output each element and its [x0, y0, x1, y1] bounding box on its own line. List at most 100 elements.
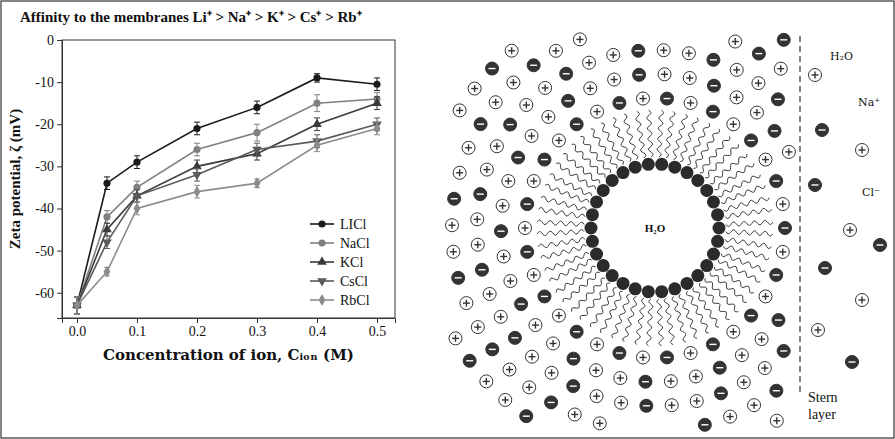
y-tick: -50	[35, 244, 62, 259]
error-bar	[74, 297, 80, 314]
ion-sign	[613, 76, 614, 83]
ion-sign	[455, 335, 456, 342]
ion-sign	[535, 322, 536, 329]
surfactant-tail	[657, 110, 663, 157]
error-bar	[74, 297, 80, 314]
error-cap	[134, 189, 140, 190]
stern-label: Sternlayer	[808, 390, 838, 422]
ion-sign	[849, 361, 856, 362]
point	[313, 74, 320, 81]
anion	[520, 410, 533, 423]
series	[72, 97, 382, 314]
x-tick-mark	[197, 318, 198, 323]
ion-sign	[590, 85, 591, 92]
anion	[515, 298, 528, 311]
ion-circle	[583, 56, 596, 69]
ion-circle	[714, 387, 727, 400]
head-group	[707, 195, 720, 208]
cation	[507, 76, 520, 89]
ion-sign	[544, 84, 545, 91]
surfactant-tail	[687, 123, 709, 165]
surfactant-tail	[563, 272, 600, 302]
point	[133, 159, 140, 166]
cation	[856, 144, 869, 157]
cation	[727, 118, 740, 131]
legend-marker	[318, 220, 325, 227]
anion	[698, 418, 711, 431]
ion-circle	[856, 144, 869, 157]
ion-sign	[688, 50, 689, 57]
y-tick-mark	[57, 166, 62, 167]
anion	[639, 375, 652, 388]
cation	[730, 63, 743, 76]
anion	[474, 118, 487, 131]
head-group	[668, 161, 681, 174]
head-group	[617, 277, 630, 290]
title: Affinity to the membranes Li⁺ > Na⁺ > K⁺…	[20, 9, 362, 25]
ion-circle	[752, 47, 765, 60]
y-tick-label: 0	[47, 33, 54, 48]
error-bar	[134, 156, 140, 169]
ion-sign	[636, 74, 643, 75]
cation	[770, 414, 783, 427]
error-cap	[254, 124, 260, 125]
error-cap	[74, 296, 80, 297]
ion-circle	[683, 71, 696, 84]
ion-circle	[474, 118, 487, 131]
cation	[471, 321, 484, 334]
head-group	[597, 259, 610, 272]
surfactant-tail	[726, 230, 773, 236]
ion-circle	[568, 408, 581, 421]
anion	[768, 124, 781, 137]
y-tick: -20	[35, 117, 62, 132]
ion-sign	[579, 36, 580, 43]
cation	[504, 275, 517, 288]
error-cap	[314, 82, 320, 83]
anion	[777, 344, 790, 357]
ion-sign	[599, 420, 600, 427]
cation	[568, 408, 581, 421]
surfactant-tail	[724, 246, 769, 260]
ion-circle	[573, 33, 586, 46]
ion-sign	[782, 248, 783, 255]
anion	[660, 92, 673, 105]
ion-sign	[663, 98, 670, 99]
ion-sign	[773, 180, 780, 181]
ion-sign	[531, 132, 532, 139]
error-bar	[314, 74, 320, 82]
ion-sign	[530, 65, 537, 66]
anion	[567, 352, 580, 365]
ion-circle	[507, 76, 520, 89]
anion	[512, 151, 525, 164]
legend-item: NaCl	[310, 236, 370, 251]
error-cap	[314, 111, 320, 112]
ion-sign	[741, 352, 742, 359]
ion-sign	[548, 113, 549, 120]
error-cap	[104, 210, 110, 211]
ion-sign	[620, 375, 621, 382]
series-line	[77, 124, 377, 305]
ion-sign	[775, 319, 782, 320]
ion-circle	[684, 347, 697, 360]
error-cap	[104, 189, 110, 190]
x-tick-mark	[317, 318, 318, 323]
error-cap	[104, 176, 110, 177]
point	[192, 172, 202, 180]
core-label: H₂O	[645, 222, 666, 234]
cation	[593, 417, 606, 430]
cation	[730, 91, 743, 104]
ion-sign	[505, 396, 506, 403]
ion-sign	[748, 315, 755, 316]
ion-sign	[670, 378, 671, 385]
ion-sign	[782, 201, 783, 208]
anion	[809, 179, 822, 192]
ion-sign	[696, 398, 697, 405]
anion	[474, 188, 487, 201]
cation	[759, 290, 772, 303]
anion	[874, 239, 887, 252]
cation	[527, 268, 540, 281]
x-tick-mark	[137, 318, 138, 323]
surfactant-tail	[710, 273, 747, 303]
ion-sign	[541, 159, 548, 160]
ion-circle	[480, 163, 493, 176]
